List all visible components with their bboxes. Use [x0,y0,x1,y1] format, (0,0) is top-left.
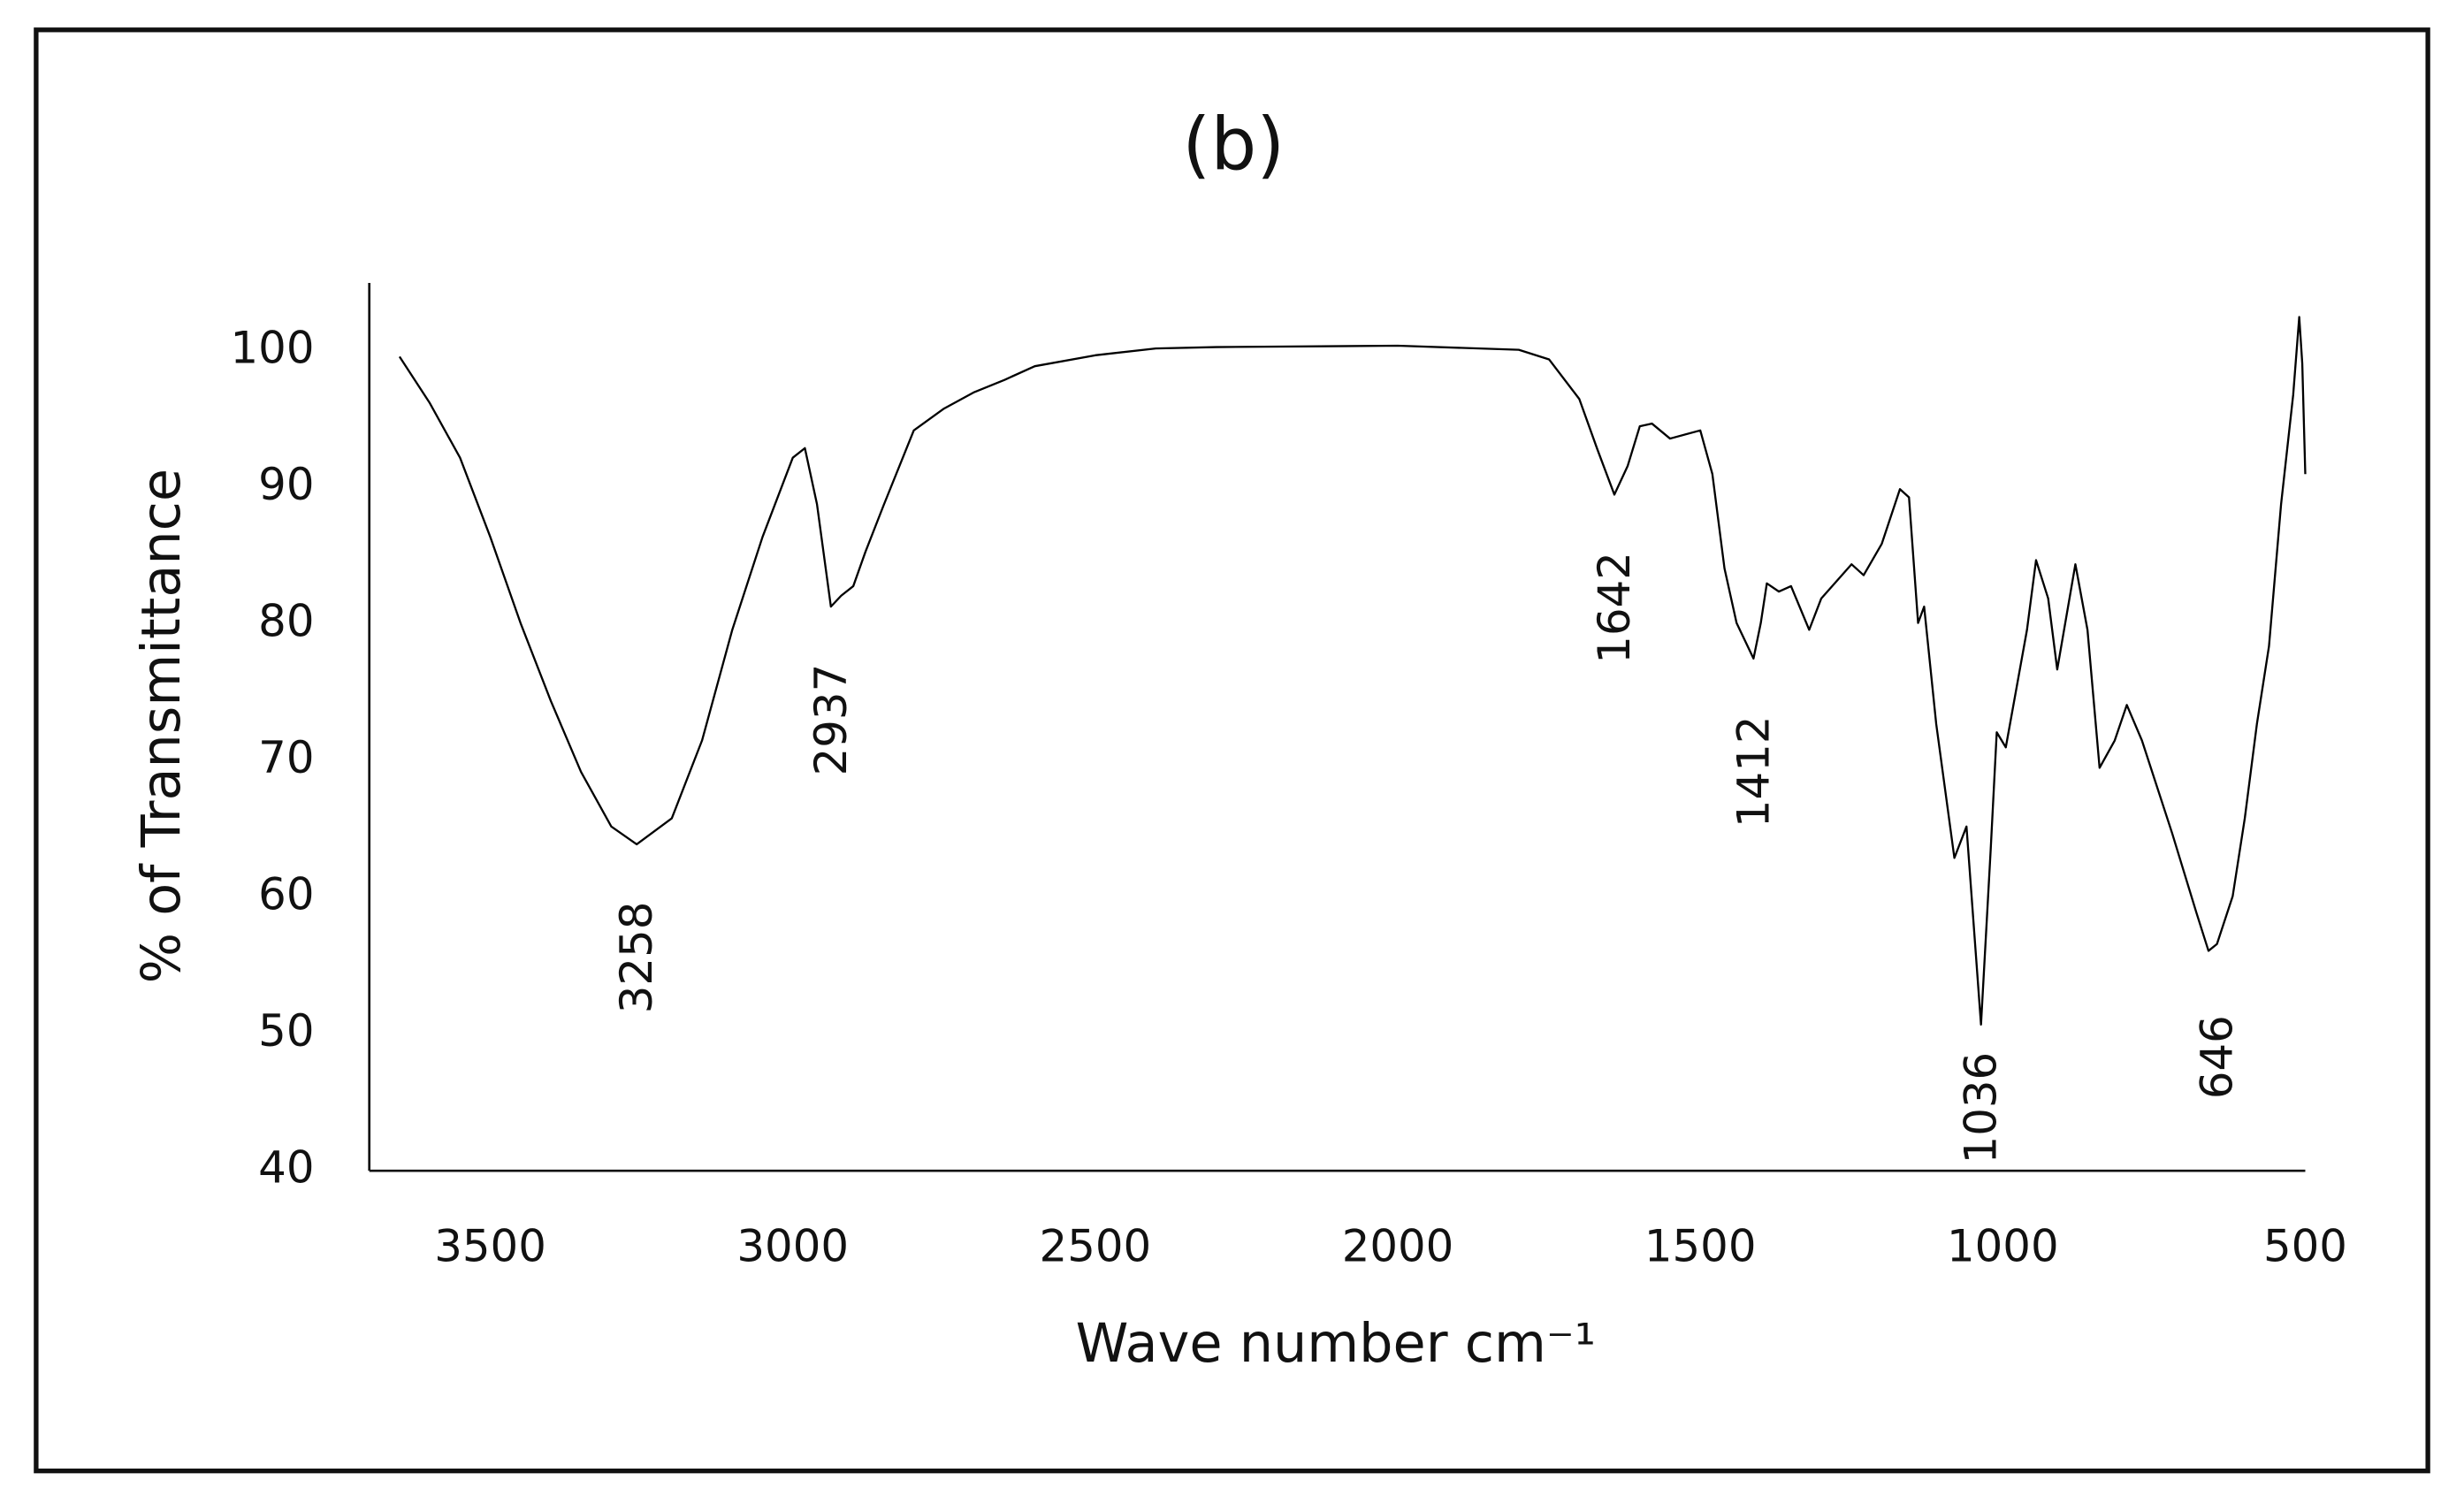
y-tick-label: 60 [258,869,314,920]
y-tick-label: 40 [258,1142,314,1194]
x-tick-label: 1500 [1644,1221,1757,1272]
x-tick-label: 3500 [434,1221,546,1272]
peak-label: 1642 [1589,552,1640,664]
x-tick-label: 3000 [736,1221,849,1272]
y-axis-label: % of Transmittance [131,469,193,983]
peak-label: 1036 [1956,1052,2007,1164]
y-tick-label: 50 [258,1005,314,1057]
peak-label: 2937 [805,664,857,776]
x-tick-label: 500 [2263,1221,2347,1272]
peak-label: 1412 [1728,715,1779,828]
x-tick-label: 2000 [1342,1221,1454,1272]
y-tick-label: 90 [258,459,314,510]
x-axis-label: Wave number cm⁻¹ [1076,1313,1596,1375]
x-tick-label: 2500 [1040,1221,1152,1272]
y-tick-label: 100 [231,323,315,374]
spectrum-line [398,316,2307,1026]
chart-title: (b) [1182,103,1285,187]
frame [34,27,2430,1474]
y-tick-label: 80 [258,596,314,647]
x-tick-label: 1000 [1947,1221,2059,1272]
peak-label: 646 [2192,1015,2243,1099]
peak-label: 3258 [611,902,662,1014]
y-tick-label: 70 [258,732,314,783]
